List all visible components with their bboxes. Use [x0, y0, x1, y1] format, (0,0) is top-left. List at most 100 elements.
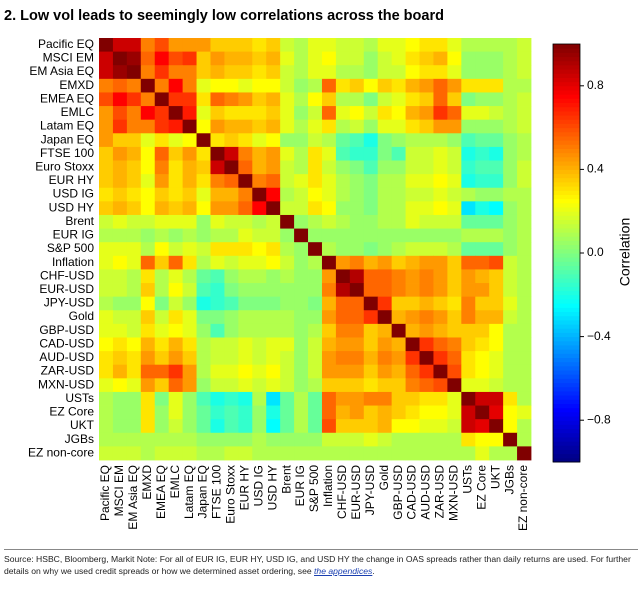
heatmap-cell	[363, 187, 379, 202]
colorbar-segment	[553, 411, 580, 417]
heatmap-cell	[308, 214, 323, 229]
heatmap-cell	[461, 283, 476, 298]
heatmap-cell	[433, 405, 448, 420]
heatmap-cell	[252, 201, 267, 216]
heatmap-cell	[154, 78, 170, 93]
heatmap-cell	[224, 323, 239, 338]
y-tick-label: EMXD	[59, 78, 94, 92]
heatmap-cell	[294, 106, 309, 121]
heatmap-cell	[126, 38, 142, 53]
heatmap-cell	[475, 160, 490, 175]
heatmap-cell	[140, 133, 156, 148]
heatmap-cell	[363, 174, 379, 189]
heatmap-cell	[447, 160, 462, 175]
heatmap-cell	[433, 269, 448, 284]
heatmap-cell	[196, 106, 211, 121]
heatmap-cell	[335, 160, 351, 175]
heatmap-cell	[321, 255, 337, 270]
heatmap-cell	[168, 283, 184, 298]
heatmap-cell	[154, 432, 170, 447]
heatmap-cell	[321, 65, 337, 80]
heatmap-cell	[517, 160, 532, 175]
heatmap-cell	[196, 296, 211, 311]
heatmap-cell	[224, 228, 239, 243]
heatmap-cell	[391, 391, 406, 406]
heatmap-cell	[99, 419, 114, 434]
heatmap-cell	[238, 51, 253, 66]
heatmap-cell	[335, 378, 351, 393]
colorbar-segment	[553, 156, 580, 162]
heatmap-cell	[182, 255, 197, 270]
heatmap-cell	[280, 269, 295, 284]
heatmap-cell	[182, 269, 197, 284]
heatmap-cell	[391, 146, 406, 161]
heatmap-cell	[210, 323, 225, 338]
heatmap-cell	[224, 160, 239, 175]
heatmap-cell	[224, 187, 239, 202]
heatmap-cell	[196, 228, 211, 243]
heatmap-cell	[475, 201, 490, 216]
heatmap-cell	[99, 160, 114, 175]
heatmap-cell	[363, 283, 379, 298]
heatmap-cell	[335, 119, 351, 134]
heatmap-cell	[266, 133, 281, 148]
x-tick-label: JGBs	[502, 465, 516, 494]
heatmap-cell	[363, 201, 379, 216]
heatmap-cell	[377, 38, 393, 53]
colorbar-segment	[553, 344, 580, 350]
colorbar-segment	[553, 227, 580, 233]
heatmap-cell	[503, 391, 518, 406]
heatmap-cell	[308, 242, 323, 257]
heatmap-cell	[391, 51, 406, 66]
heatmap-cell	[196, 51, 211, 66]
heatmap-cell	[321, 174, 337, 189]
heatmap-cell	[112, 405, 128, 420]
heatmap-cell	[363, 351, 379, 366]
heatmap-cell	[419, 337, 434, 352]
heatmap-cell	[224, 214, 239, 229]
heatmap-cell	[266, 310, 281, 325]
heatmap-cell	[224, 92, 239, 107]
heatmap-cell	[475, 283, 490, 298]
heatmap-cell	[475, 228, 490, 243]
colorbar-segment	[553, 303, 580, 308]
heatmap-cell	[377, 133, 393, 148]
colorbar-segment	[553, 240, 580, 246]
x-tick-label: EUR IG	[293, 465, 307, 506]
x-tick-label: EMXD	[140, 465, 154, 500]
heatmap-cell	[377, 146, 393, 161]
y-tick-label: FTSE 100	[40, 146, 94, 160]
heatmap-cell	[126, 378, 142, 393]
heatmap-cell	[182, 242, 197, 257]
heatmap-cell	[405, 119, 420, 134]
heatmap-cell	[447, 92, 462, 107]
heatmap-cell	[503, 269, 518, 284]
heatmap-cell	[377, 92, 393, 107]
footnote-link[interactable]: the appendices	[314, 566, 373, 576]
y-tick-label: UKT	[70, 418, 95, 432]
colorbar-segment	[553, 244, 580, 250]
heatmap-cell	[308, 106, 323, 121]
heatmap-cell	[308, 187, 323, 202]
heatmap-cell	[140, 106, 156, 121]
heatmap-cell	[335, 106, 351, 121]
heatmap-cell	[335, 228, 351, 243]
heatmap-cell	[182, 351, 197, 366]
heatmap-cell	[363, 146, 379, 161]
heatmap-cell	[517, 364, 532, 379]
heatmap-cell	[405, 310, 420, 325]
heatmap-cell	[447, 106, 462, 121]
heatmap-cell	[210, 242, 225, 257]
heatmap-cell	[321, 133, 337, 148]
heatmap-cell	[224, 391, 239, 406]
colorbar-segment	[553, 265, 580, 271]
heatmap-cell	[140, 214, 156, 229]
x-tick-label: USD IG	[251, 465, 265, 506]
heatmap-cell	[308, 419, 323, 434]
heatmap-cell	[196, 78, 211, 93]
y-tick-label: Pacific EQ	[38, 37, 94, 51]
heatmap-cell	[99, 214, 114, 229]
heatmap-cell	[447, 419, 462, 434]
heatmap-cell	[489, 310, 504, 325]
heatmap-cell	[405, 187, 420, 202]
